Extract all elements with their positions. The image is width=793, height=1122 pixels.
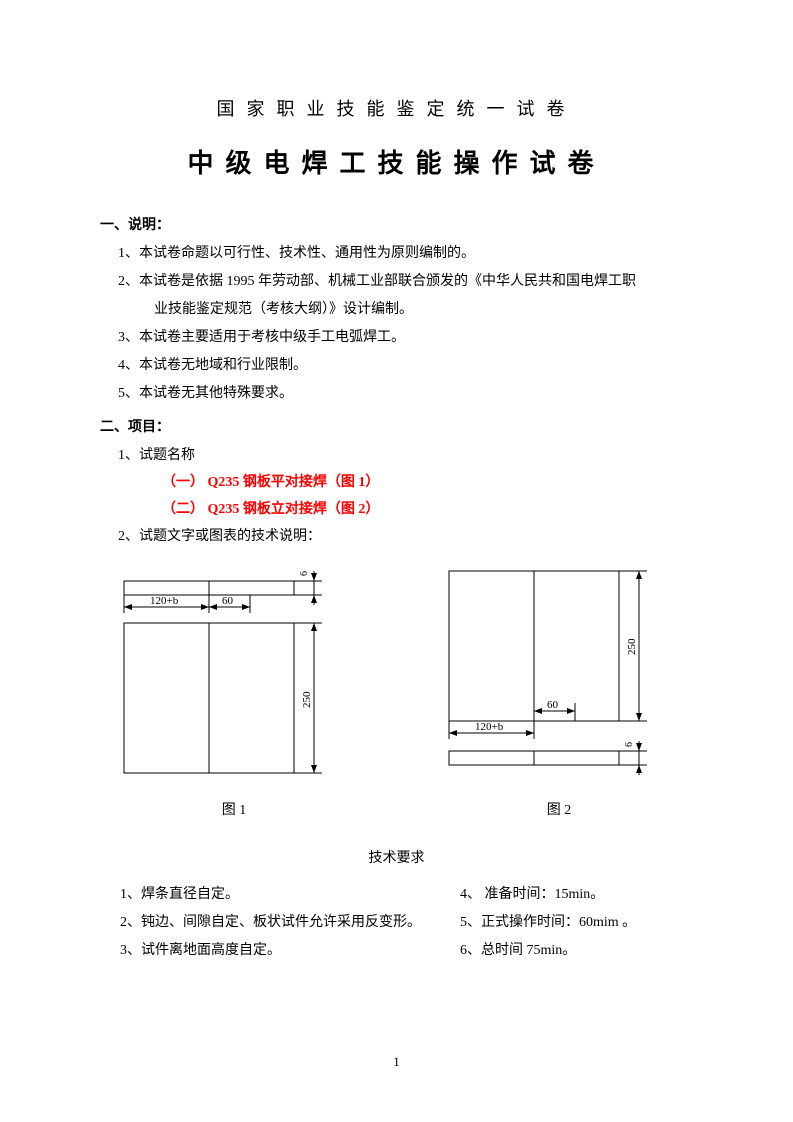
s1-item4: 4、本试卷无地域和行业限制。 (100, 352, 693, 380)
s2-sub1: （一） Q235 钢板平对接焊（图 1） (100, 470, 693, 497)
doc-header-small: 国家职业技能鉴定统一试卷 (100, 95, 693, 121)
figure-1-svg: 6 120+b 60 (104, 563, 364, 788)
s1-item5: 5、本试卷无其他特殊要求。 (100, 380, 693, 408)
s1-item1: 1、本试卷命题以可行性、技术性、通用性为原则编制的。 (100, 240, 693, 268)
tech-left-2: 2、钝边、间隙自定、板状试件允许采用反变形。 (120, 909, 430, 937)
tech-left-1: 1、焊条直径自定。 (120, 881, 430, 909)
doc-title: 中级电焊工技能操作试卷 (100, 143, 693, 180)
tech-req-columns: 1、焊条直径自定。 2、钝边、间隙自定、板状试件允许采用反变形。 3、试件离地面… (100, 881, 693, 965)
tech-req-title: 技术要求 (100, 847, 693, 867)
fig2-caption: 图 2 (429, 799, 689, 819)
figure-2-svg: 250 60 120+b (429, 563, 689, 788)
figure-2: 250 60 120+b (429, 563, 689, 819)
fig1-dim-250: 250 (301, 691, 313, 708)
s1-item2a: 2、本试卷是依据 1995 年劳动部、机械工业部联合颁发的《中华人民共和国电焊工… (100, 268, 693, 296)
figure-1: 6 120+b 60 (104, 563, 364, 819)
s2-sub2: （二） Q235 钢板立对接焊（图 2） (100, 497, 693, 524)
fig2-dim-120b: 120+b (475, 721, 504, 733)
fig1-dim-120b: 120+b (150, 595, 179, 607)
page-number: 1 (0, 1054, 793, 1070)
section2-title: 二、项目： (100, 416, 693, 436)
fig1-dim-6: 6 (299, 571, 310, 576)
section1-title: 一、说明： (100, 214, 693, 234)
tech-left-3: 3、试件离地面高度自定。 (120, 937, 430, 965)
tech-right-4: 4、 准备时间：15min。 (460, 881, 693, 909)
tech-right-5: 5、正式操作时间：60mim 。 (460, 909, 693, 937)
s2-item1: 1、试题名称 (100, 442, 693, 470)
s1-item3: 3、本试卷主要适用于考核中级手工电弧焊工。 (100, 324, 693, 352)
fig2-dim-250: 250 (626, 638, 638, 655)
s2-item2: 2、试题文字或图表的技术说明： (100, 523, 693, 551)
fig2-dim-6: 6 (624, 742, 635, 747)
fig1-dim-60: 60 (222, 595, 234, 607)
s1-item2b: 业技能鉴定规范（考核大纲）》设计编制。 (100, 296, 693, 324)
figures-row: 6 120+b 60 (100, 563, 693, 819)
fig2-dim-60: 60 (547, 699, 559, 711)
fig1-caption: 图 1 (104, 799, 364, 819)
tech-right-6: 6、总时间 75min。 (460, 937, 693, 965)
